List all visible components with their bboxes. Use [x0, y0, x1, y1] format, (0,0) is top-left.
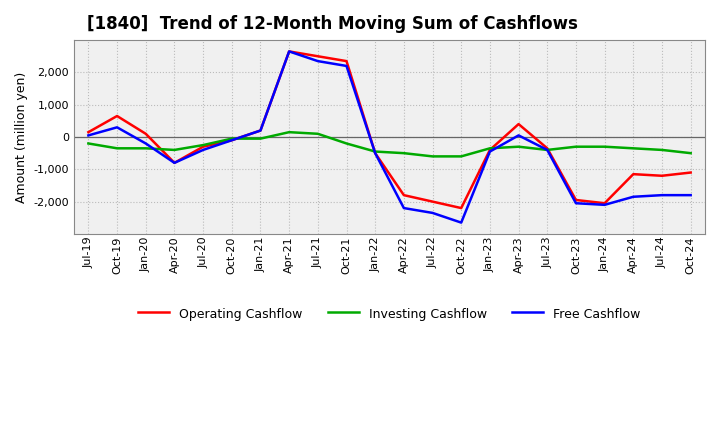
- Operating Cashflow: [400, 193, 408, 198]
- Investing Cashflow: [285, 129, 294, 135]
- Investing Cashflow: [371, 149, 379, 154]
- Free Cashflow: [170, 160, 179, 165]
- Free Cashflow: [400, 205, 408, 211]
- Free Cashflow: [629, 194, 638, 199]
- Y-axis label: Amount (million yen): Amount (million yen): [15, 71, 28, 203]
- Free Cashflow: [485, 149, 494, 154]
- Free Cashflow: [457, 220, 466, 225]
- Investing Cashflow: [84, 141, 93, 146]
- Free Cashflow: [285, 49, 294, 54]
- Investing Cashflow: [514, 144, 523, 149]
- Free Cashflow: [543, 147, 552, 153]
- Operating Cashflow: [228, 138, 236, 143]
- Investing Cashflow: [572, 144, 580, 149]
- Investing Cashflow: [170, 147, 179, 153]
- Investing Cashflow: [457, 154, 466, 159]
- Investing Cashflow: [629, 146, 638, 151]
- Investing Cashflow: [600, 144, 609, 149]
- Investing Cashflow: [342, 141, 351, 146]
- Free Cashflow: [84, 133, 93, 138]
- Investing Cashflow: [141, 146, 150, 151]
- Operating Cashflow: [170, 160, 179, 165]
- Operating Cashflow: [256, 128, 265, 133]
- Operating Cashflow: [428, 199, 437, 204]
- Investing Cashflow: [228, 136, 236, 141]
- Operating Cashflow: [113, 114, 122, 119]
- Free Cashflow: [342, 63, 351, 69]
- Free Cashflow: [371, 150, 379, 156]
- Text: [1840]  Trend of 12-Month Moving Sum of Cashflows: [1840] Trend of 12-Month Moving Sum of C…: [86, 15, 577, 33]
- Investing Cashflow: [657, 147, 666, 153]
- Investing Cashflow: [256, 136, 265, 141]
- Operating Cashflow: [342, 59, 351, 64]
- Free Cashflow: [141, 141, 150, 146]
- Operating Cashflow: [514, 121, 523, 127]
- Free Cashflow: [313, 59, 322, 64]
- Operating Cashflow: [543, 146, 552, 151]
- Operating Cashflow: [199, 144, 207, 149]
- Free Cashflow: [113, 125, 122, 130]
- Operating Cashflow: [657, 173, 666, 178]
- Investing Cashflow: [199, 143, 207, 148]
- Operating Cashflow: [686, 170, 695, 175]
- Free Cashflow: [657, 193, 666, 198]
- Line: Free Cashflow: Free Cashflow: [89, 51, 690, 223]
- Free Cashflow: [686, 193, 695, 198]
- Investing Cashflow: [313, 131, 322, 136]
- Free Cashflow: [514, 133, 523, 138]
- Operating Cashflow: [313, 54, 322, 59]
- Operating Cashflow: [141, 131, 150, 136]
- Line: Investing Cashflow: Investing Cashflow: [89, 132, 690, 156]
- Operating Cashflow: [572, 198, 580, 203]
- Investing Cashflow: [686, 150, 695, 156]
- Investing Cashflow: [113, 146, 122, 151]
- Operating Cashflow: [485, 147, 494, 153]
- Investing Cashflow: [428, 154, 437, 159]
- Operating Cashflow: [629, 172, 638, 177]
- Legend: Operating Cashflow, Investing Cashflow, Free Cashflow: Operating Cashflow, Investing Cashflow, …: [133, 302, 646, 326]
- Operating Cashflow: [600, 201, 609, 206]
- Operating Cashflow: [84, 129, 93, 135]
- Operating Cashflow: [457, 205, 466, 211]
- Free Cashflow: [228, 138, 236, 143]
- Operating Cashflow: [371, 150, 379, 156]
- Line: Operating Cashflow: Operating Cashflow: [89, 51, 690, 208]
- Investing Cashflow: [543, 147, 552, 153]
- Operating Cashflow: [285, 49, 294, 54]
- Free Cashflow: [600, 202, 609, 208]
- Investing Cashflow: [485, 146, 494, 151]
- Free Cashflow: [256, 128, 265, 133]
- Free Cashflow: [199, 147, 207, 153]
- Free Cashflow: [572, 201, 580, 206]
- Free Cashflow: [428, 210, 437, 216]
- Investing Cashflow: [400, 150, 408, 156]
